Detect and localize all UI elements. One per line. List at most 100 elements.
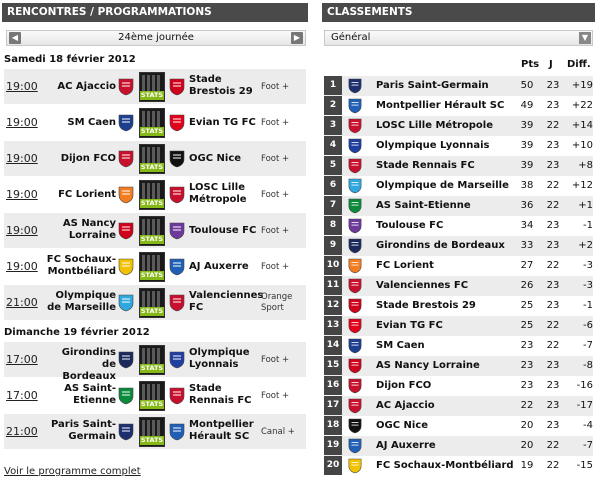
match-time[interactable]: 17:00 <box>6 353 38 366</box>
stats-button[interactable]: STATS <box>139 72 165 102</box>
standings-row[interactable]: 18 OGC Nice 20 23 -4 <box>324 416 593 436</box>
standings-row[interactable]: 20 FC Sochaux-Montbéliard 19 22 -15 <box>324 456 593 476</box>
match-time[interactable]: 19:00 <box>6 188 38 201</box>
stats-button[interactable]: STATS <box>139 417 165 447</box>
team-name[interactable]: AS Nancy Lorraine <box>376 360 480 371</box>
home-team[interactable]: FC Lorient <box>58 189 116 200</box>
stats-button[interactable]: STATS <box>139 381 165 411</box>
standings-type-select[interactable]: Général ▼ <box>324 30 593 46</box>
team-name[interactable]: LOSC Lille Métropole <box>376 120 494 131</box>
match-row[interactable]: 19:00 Dijon FCO STATS OGC Nice Foot + <box>4 141 306 177</box>
home-team[interactable]: FC Sochaux-Montbéliard <box>46 254 116 277</box>
standings-row[interactable]: 2 Montpellier Hérault SC 49 23 +22 <box>324 96 593 116</box>
match-time[interactable]: 17:00 <box>6 389 38 402</box>
chevron-left-icon[interactable]: ◀ <box>9 32 21 44</box>
team-name[interactable]: Girondins de Bordeaux <box>376 240 505 251</box>
stats-button[interactable]: STATS <box>139 288 165 318</box>
away-team[interactable]: Stade Rennais FC <box>189 383 252 406</box>
team-name[interactable]: Montpellier Hérault SC <box>376 100 505 111</box>
standings-row[interactable]: 13 Evian TG FC 25 22 -6 <box>324 316 593 336</box>
away-team[interactable]: Olympique Lyonnais <box>189 347 250 370</box>
team-name[interactable]: SM Caen <box>376 340 425 351</box>
team-goal-diff: +22 <box>571 100 593 111</box>
match-time[interactable]: 21:00 <box>6 296 38 309</box>
standings-row[interactable]: 11 Valenciennes FC 26 23 -3 <box>324 276 593 296</box>
match-row[interactable]: 19:00 FC Lorient STATS LOSC Lille Métropole… <box>4 177 306 213</box>
away-team[interactable]: Evian TG FC <box>189 117 256 128</box>
stats-button[interactable]: STATS <box>139 144 165 174</box>
match-row[interactable]: 17:00 AS Saint-Etienne STATS Stade Rennais … <box>4 378 306 414</box>
standings-row[interactable]: 6 Olympique de Marseille 38 22 +12 <box>324 176 593 196</box>
standings-row[interactable]: 12 Stade Brestois 29 25 23 -1 <box>324 296 593 316</box>
match-row[interactable]: 19:00 AC Ajaccio STATS Stade Brestois 29 Foo… <box>4 69 306 105</box>
standings-row[interactable]: 14 SM Caen 23 22 -7 <box>324 336 593 356</box>
chevron-down-icon[interactable]: ▼ <box>579 32 591 44</box>
stats-button[interactable]: STATS <box>139 216 165 246</box>
home-team[interactable]: SM Caen <box>67 117 116 128</box>
standings-row[interactable]: 17 AC Ajaccio 22 23 -17 <box>324 396 593 416</box>
match-row[interactable]: 21:00 Paris Saint-Germain STATS Montpellier… <box>4 414 306 450</box>
home-team[interactable]: AS Saint-Etienne <box>64 383 116 406</box>
rank-badge: 15 <box>324 356 342 375</box>
away-team[interactable]: Montpellier Hérault SC <box>189 419 254 442</box>
home-team[interactable]: AC Ajaccio <box>57 81 116 92</box>
standings-row[interactable]: 1 Paris Saint-Germain 50 23 +19 <box>324 76 593 96</box>
home-team[interactable]: Dijon FCO <box>60 153 116 164</box>
home-team[interactable]: Olympique de Marseille <box>47 290 116 313</box>
match-time[interactable]: 19:00 <box>6 152 38 165</box>
team-name[interactable]: FC Sochaux-Montbéliard <box>376 460 514 471</box>
team-name[interactable]: AJ Auxerre <box>376 440 436 451</box>
standings-row[interactable]: 19 AJ Auxerre 20 22 -7 <box>324 436 593 456</box>
away-team[interactable]: AJ Auxerre <box>189 261 249 272</box>
standings-row[interactable]: 4 Olympique Lyonnais 39 23 +10 <box>324 136 593 156</box>
standings-row[interactable]: 16 Dijon FCO 23 23 -16 <box>324 376 593 396</box>
match-time[interactable]: 19:00 <box>6 116 38 129</box>
team-name[interactable]: AC Ajaccio <box>376 400 435 411</box>
team-name[interactable]: Valenciennes FC <box>376 280 469 291</box>
home-crest-icon <box>118 423 134 441</box>
standings-row[interactable]: 8 Toulouse FC 34 23 -1 <box>324 216 593 236</box>
match-row[interactable]: 19:00 FC Sochaux-Montbéliard STATS AJ Auxer… <box>4 249 306 285</box>
match-time[interactable]: 21:00 <box>6 425 38 438</box>
stats-button[interactable]: STATS <box>139 180 165 210</box>
match-time[interactable]: 19:00 <box>6 260 38 273</box>
match-row[interactable]: 19:00 SM Caen STATS Evian TG FC Foot + <box>4 105 306 141</box>
team-name[interactable]: FC Lorient <box>376 260 434 271</box>
team-name[interactable]: Toulouse FC <box>376 220 444 231</box>
away-team[interactable]: Stade Brestois 29 <box>189 74 253 97</box>
away-team[interactable]: OGC Nice <box>189 153 242 164</box>
crest-shape <box>348 318 362 334</box>
team-name[interactable]: Olympique de Marseille <box>376 180 509 191</box>
standings-row[interactable]: 5 Stade Rennais FC 39 23 +8 <box>324 156 593 176</box>
match-row[interactable]: 21:00 Olympique de Marseille STATS Valencie… <box>4 285 306 321</box>
full-schedule-link[interactable]: Voir le programme complet <box>4 466 141 477</box>
standings-row[interactable]: 9 Girondins de Bordeaux 33 23 +2 <box>324 236 593 256</box>
team-name[interactable]: Stade Brestois 29 <box>376 300 476 311</box>
chevron-right-icon[interactable]: ▶ <box>291 32 303 44</box>
match-time[interactable]: 19:00 <box>6 80 38 93</box>
away-team[interactable]: Toulouse FC <box>189 225 257 236</box>
standings-row[interactable]: 3 LOSC Lille Métropole 39 22 +14 <box>324 116 593 136</box>
team-name[interactable]: Dijon FCO <box>376 380 432 391</box>
team-name[interactable]: Olympique Lyonnais <box>376 140 490 151</box>
stats-button[interactable]: STATS <box>139 345 165 375</box>
home-team[interactable]: AS Nancy Lorraine <box>62 218 116 241</box>
standings-row[interactable]: 7 AS Saint-Etienne 36 22 +1 <box>324 196 593 216</box>
match-time[interactable]: 19:00 <box>6 224 38 237</box>
team-name[interactable]: AS Saint-Etienne <box>376 200 471 211</box>
standings-row[interactable]: 10 FC Lorient 27 22 -3 <box>324 256 593 276</box>
stats-button[interactable]: STATS <box>139 108 165 138</box>
standings-row[interactable]: 15 AS Nancy Lorraine 23 23 -8 <box>324 356 593 376</box>
team-name[interactable]: Stade Rennais FC <box>376 160 475 171</box>
home-team[interactable]: Girondins de Bordeaux <box>61 347 116 382</box>
team-name[interactable]: OGC Nice <box>376 420 429 431</box>
away-team[interactable]: Valenciennes FC <box>189 290 264 313</box>
team-name[interactable]: Evian TG FC <box>376 320 443 331</box>
team-points: 39 <box>520 140 534 151</box>
home-team[interactable]: Paris Saint-Germain <box>50 419 116 442</box>
match-row[interactable]: 17:00 Girondins de Bordeaux STATS Olympique… <box>4 342 306 382</box>
away-team[interactable]: LOSC Lille Métropole <box>189 182 247 205</box>
team-name[interactable]: Paris Saint-Germain <box>376 80 489 91</box>
match-row[interactable]: 19:00 AS Nancy Lorraine STATS Toulouse FC Fo… <box>4 213 306 249</box>
stats-button[interactable]: STATS <box>139 252 165 282</box>
